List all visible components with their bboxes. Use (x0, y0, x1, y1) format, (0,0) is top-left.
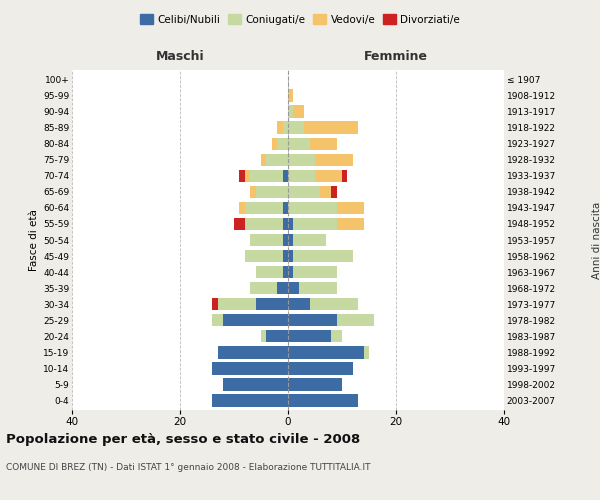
Bar (245, 202, 283, 214)
Bar (277, 122, 283, 134)
Bar (304, 122, 358, 134)
Bar (337, 314, 374, 326)
Bar (288, 282, 299, 294)
Text: Maschi: Maschi (155, 50, 205, 62)
Bar (283, 250, 288, 262)
Bar (320, 186, 331, 198)
Bar (288, 330, 331, 342)
Bar (256, 266, 283, 278)
Bar (245, 218, 283, 230)
Bar (223, 314, 288, 326)
Bar (331, 330, 342, 342)
Bar (212, 314, 223, 326)
Bar (288, 186, 320, 198)
Bar (245, 170, 250, 182)
Bar (266, 330, 288, 342)
Legend: Celibi/Nubili, Coniugati/e, Vedovi/e, Divorziati/e: Celibi/Nubili, Coniugati/e, Vedovi/e, Di… (136, 10, 464, 29)
Bar (288, 202, 337, 214)
Bar (315, 170, 342, 182)
Bar (288, 362, 353, 374)
Bar (250, 186, 256, 198)
Bar (299, 282, 337, 294)
Bar (293, 234, 326, 246)
Bar (218, 346, 288, 358)
Bar (288, 218, 293, 230)
Bar (337, 218, 364, 230)
Bar (223, 378, 288, 390)
Bar (288, 122, 304, 134)
Text: Femmine: Femmine (364, 50, 428, 62)
Bar (310, 138, 337, 150)
Bar (288, 378, 342, 390)
Bar (266, 154, 288, 166)
Bar (283, 266, 288, 278)
Bar (261, 154, 266, 166)
Bar (283, 122, 288, 134)
Bar (283, 234, 288, 246)
Bar (277, 138, 288, 150)
Bar (288, 106, 293, 118)
Bar (212, 362, 288, 374)
Bar (315, 154, 353, 166)
Bar (293, 218, 337, 230)
Bar (283, 202, 288, 214)
Bar (342, 170, 347, 182)
Bar (288, 266, 293, 278)
Bar (250, 282, 277, 294)
Bar (283, 170, 288, 182)
Bar (288, 138, 310, 150)
Y-axis label: Fasce di età: Fasce di età (29, 209, 39, 271)
Bar (218, 298, 256, 310)
Bar (212, 394, 288, 406)
Bar (288, 394, 358, 406)
Bar (256, 186, 288, 198)
Bar (364, 346, 369, 358)
Bar (288, 250, 293, 262)
Bar (288, 346, 364, 358)
Bar (288, 298, 310, 310)
Text: Popolazione per età, sesso e stato civile - 2008: Popolazione per età, sesso e stato civil… (6, 432, 360, 446)
Text: Anni di nascita: Anni di nascita (592, 202, 600, 278)
Bar (288, 154, 315, 166)
Bar (283, 218, 288, 230)
Bar (288, 314, 337, 326)
Bar (310, 298, 358, 310)
Bar (256, 298, 288, 310)
Text: COMUNE DI BREZ (TN) - Dati ISTAT 1° gennaio 2008 - Elaborazione TUTTITALIA.IT: COMUNE DI BREZ (TN) - Dati ISTAT 1° genn… (6, 462, 371, 471)
Bar (250, 170, 283, 182)
Bar (239, 170, 245, 182)
Bar (239, 202, 245, 214)
Bar (288, 170, 315, 182)
Bar (293, 106, 304, 118)
Bar (277, 282, 288, 294)
Bar (212, 298, 218, 310)
Bar (234, 218, 245, 230)
Bar (288, 234, 293, 246)
Bar (261, 330, 266, 342)
Bar (245, 250, 283, 262)
Bar (288, 90, 293, 102)
Bar (293, 250, 353, 262)
Bar (250, 234, 283, 246)
Bar (293, 266, 337, 278)
Bar (272, 138, 277, 150)
Bar (331, 186, 337, 198)
Bar (337, 202, 364, 214)
